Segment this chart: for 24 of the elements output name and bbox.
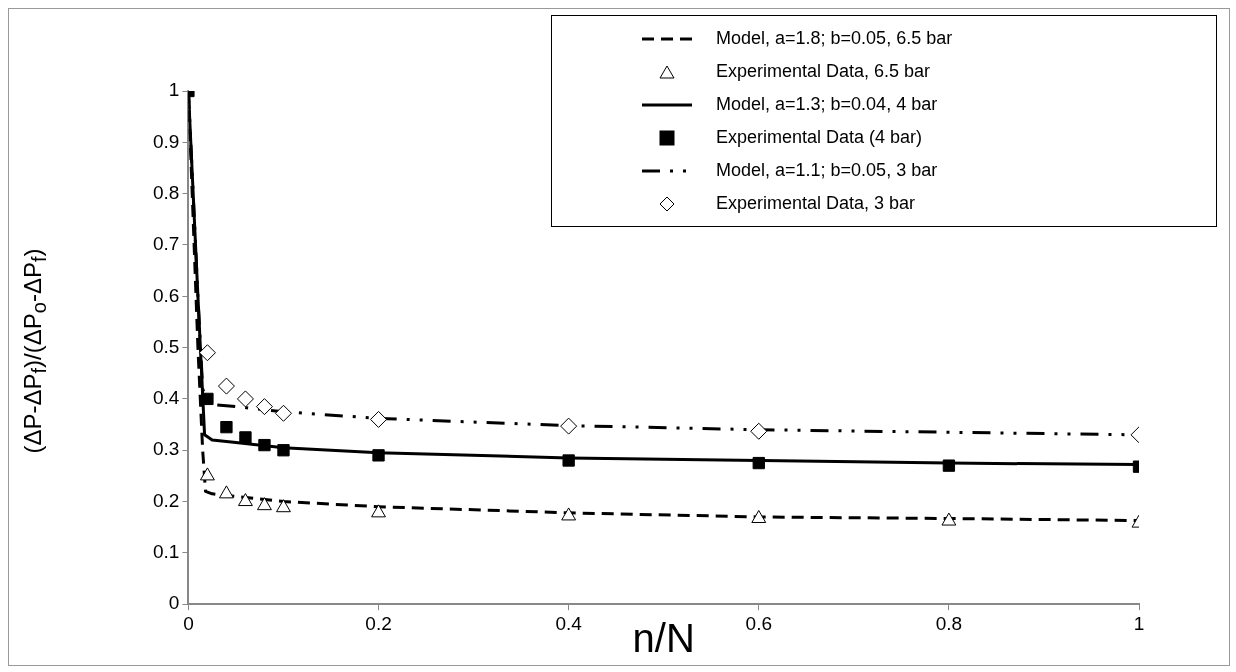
y-tick-label: 0.6 xyxy=(152,284,180,306)
x-axis-title: n/N xyxy=(632,616,695,661)
x-tick-label: 0.4 xyxy=(555,612,583,634)
y-tick-label: 0.1 xyxy=(152,541,180,563)
x-tick-label: 0 xyxy=(183,612,194,634)
legend-label: Model, a=1.8; b=0.05, 6.5 bar xyxy=(716,28,953,49)
x-tick-label: 0.2 xyxy=(365,612,392,634)
legend-label: Experimental Data, 6.5 bar xyxy=(716,61,931,82)
y-tick-label: 0.4 xyxy=(152,387,180,409)
legend-label: Model, a=1.3; b=0.04, 4 bar xyxy=(716,94,938,115)
y-tick-label: 0.8 xyxy=(152,181,180,203)
legend-label: Experimental Data, 3 bar xyxy=(716,193,916,214)
legend-label: Experimental Data (4 bar) xyxy=(716,127,923,148)
x-tick-label: 1 xyxy=(1133,612,1145,634)
y-tick-label: 0 xyxy=(168,592,180,614)
y-tick-label: 0.7 xyxy=(152,233,180,255)
x-tick-label: 0.8 xyxy=(935,612,963,634)
legend-label: Model, a=1.1; b=0.05, 3 bar xyxy=(716,160,938,181)
y-tick-label: 0.5 xyxy=(152,335,180,357)
y-tick-label: 0.3 xyxy=(152,438,180,460)
x-tick-label: 0.6 xyxy=(745,612,772,634)
y-tick-label: 0.2 xyxy=(152,489,180,511)
y-tick-label: 0.9 xyxy=(152,130,180,152)
y-tick-label: 1 xyxy=(168,79,180,101)
